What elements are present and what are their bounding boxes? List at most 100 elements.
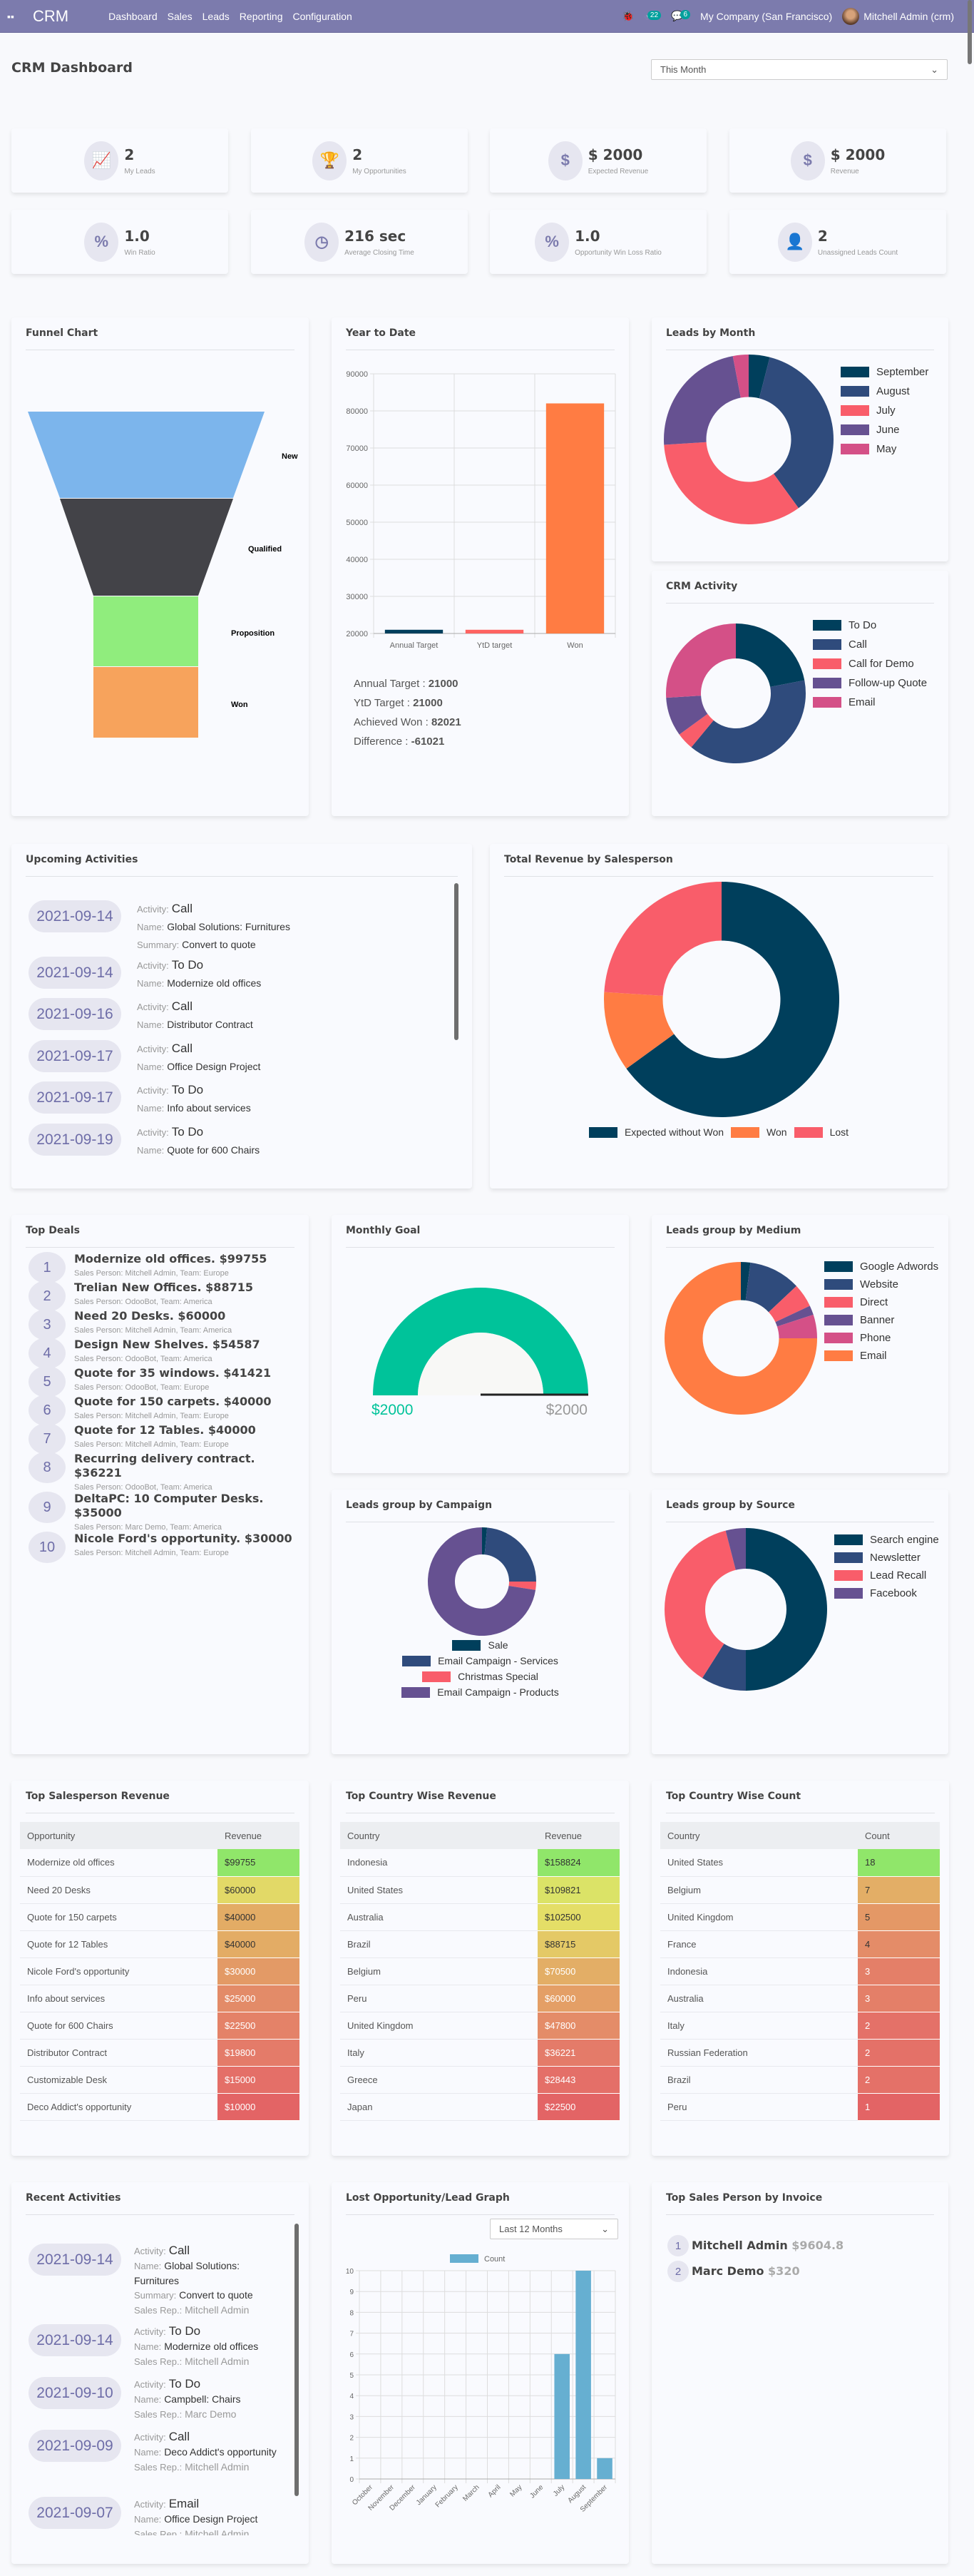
activity-item[interactable]: 2021-09-19 Activity: To Do Name: Quote for… [29,1124,260,1159]
slice-facebook[interactable] [725,1528,746,1570]
table-row[interactable]: United Kingdom 5 [660,1903,940,1931]
kpi-card[interactable]: 🏆 2 My Opportunities [251,128,468,193]
bar-august[interactable] [575,2271,591,2479]
activity-item[interactable]: 2021-09-17 Activity: Call Name: Office Des… [29,1040,260,1076]
user-menu[interactable]: Mitchell Admin (crm) [842,7,954,25]
bug-icon[interactable]: 🐞 [622,10,635,21]
slice-sale[interactable] [482,1527,488,1555]
bar-annual-target[interactable] [384,629,444,633]
kpi-card[interactable]: % 1.0 Win Ratio [11,210,228,274]
table-row[interactable]: Russian Federation 2 [660,2039,940,2067]
period-filter-select[interactable]: This Month ⌄ [651,59,948,80]
slice-email-campaign-services[interactable] [484,1527,536,1582]
slice-google-adwords[interactable] [741,1262,751,1300]
slice-website[interactable] [745,1262,796,1313]
table-row[interactable]: Belgium 7 [660,1876,940,1904]
deal-item[interactable]: 10 Nicole Ford's opportunity. $30000 Sales… [29,1532,302,1563]
legend-item[interactable]: Call [813,638,927,651]
legend-item[interactable]: July [841,404,928,417]
deal-item[interactable]: 3 Need 20 Desks. $60000 Sales Person: Mitc… [29,1309,302,1340]
table-row[interactable]: Modernize old offices $99755 [20,1849,299,1877]
legend-item[interactable]: Email [824,1350,938,1362]
funnel-stage-proposition[interactable] [93,596,198,666]
activity-item[interactable]: 2021-09-17 Activity: To Do Name: Info abou… [29,1081,251,1117]
slice-phone[interactable] [776,1314,817,1338]
legend-item[interactable]: Newsletter [834,1552,939,1564]
apps-menu-icon[interactable]: ▪▪ [7,10,14,22]
list-scrollbar[interactable] [454,883,458,1040]
legend-item[interactable]: Expected without Won [588,1126,724,1138]
legend-item[interactable]: Direct [824,1296,938,1308]
kpi-card[interactable]: $ $ 2000 Expected Revenue [490,128,707,193]
slice-christmas-special[interactable] [508,1582,536,1590]
deal-item[interactable]: 7 Quote for 12 Tables. $40000 Sales Person… [29,1423,302,1455]
salesperson-item[interactable]: 1 Mitchell Admin $9604.8 [667,2235,920,2256]
legend-item[interactable]: Website [824,1278,938,1290]
slice-june[interactable] [664,356,741,445]
legend-item[interactable]: Call for Demo [813,658,927,670]
kpi-card[interactable]: % 1.0 Opportunity Win Loss Ratio [490,210,707,274]
legend-item[interactable]: Won [731,1126,787,1138]
table-row[interactable]: Japan $22500 [340,2093,620,2121]
slice-follow-up-quote[interactable] [666,696,708,735]
table-row[interactable]: Italy 2 [660,2012,940,2040]
activity-item[interactable]: 2021-09-07 Activity: Email Name: Office De… [29,2497,284,2535]
company-switcher[interactable]: My Company (San Francisco) [700,10,833,22]
slice-won[interactable] [604,992,675,1069]
list-scrollbar[interactable] [294,2224,299,2496]
legend-item[interactable]: Google Adwords [824,1261,938,1273]
activity-item[interactable]: 2021-09-16 Activity: Call Name: Distributo… [29,998,253,1034]
legend-item[interactable]: Banner [824,1314,938,1326]
slice-email-campaign-products[interactable] [428,1527,536,1636]
kpi-card[interactable]: 📈 2 My Leads [11,128,228,193]
legend-item[interactable]: To Do [813,619,927,631]
menu-item-dashboard[interactable]: Dashboard [108,10,158,22]
bar-won[interactable] [545,403,605,633]
legend-item[interactable]: August [841,385,928,397]
menu-item-leads[interactable]: Leads [202,10,230,22]
legend-item[interactable]: Lead Recall [834,1569,939,1582]
slice-call-for-demo[interactable] [679,713,714,748]
deal-item[interactable]: 8 Recurring delivery contract. $36221 Sale… [29,1452,302,1492]
legend-item[interactable]: Lost [794,1126,849,1138]
deal-item[interactable]: 9 DeltaPC: 10 Computer Desks. $35000 Sales… [29,1492,302,1532]
slice-call[interactable] [691,680,806,763]
table-row[interactable]: Italy $36221 [340,2039,620,2067]
legend-item[interactable]: Search engine [834,1534,939,1546]
legend-item[interactable]: Email Campaign - Services [402,1655,558,1666]
funnel-stage-qualified[interactable] [60,499,233,596]
legend-item[interactable]: Sale [452,1639,508,1651]
table-row[interactable]: Customizable Desk $15000 [20,2066,299,2094]
kpi-card[interactable]: 👤 2 Unassigned Leads Count [729,210,946,274]
table-row[interactable]: Australia $102500 [340,1903,620,1931]
lost-period-select[interactable]: Last 12 Months ⌄ [490,2219,618,2239]
bar-september[interactable] [597,2458,612,2479]
legend-item[interactable]: Email [813,696,927,708]
funnel-stage-won[interactable] [93,667,198,738]
table-row[interactable]: Greece $28443 [340,2066,620,2094]
table-row[interactable]: United States 18 [660,1849,940,1877]
deal-item[interactable]: 5 Quote for 35 windows. $41421 Sales Perso… [29,1366,302,1398]
chat-icon[interactable]: 💬6 [671,10,691,22]
menu-item-reporting[interactable]: Reporting [239,10,283,22]
activity-item[interactable]: 2021-09-10 Activity: To Do Name: Campbell:… [29,2377,284,2422]
activity-item[interactable]: 2021-09-14 Activity: Call Name: Global Sol… [29,900,290,954]
table-row[interactable]: Distributor Contract $19800 [20,2039,299,2067]
table-row[interactable]: France 4 [660,1930,940,1958]
slice-search-engine[interactable] [746,1528,827,1691]
slice-lost[interactable] [604,882,722,996]
slice-august[interactable] [759,357,834,509]
slice-expected-without-won[interactable] [626,882,839,1117]
legend-item[interactable]: Christmas Special [422,1671,538,1682]
deal-item[interactable]: 6 Quote for 150 carpets. $40000 Sales Pers… [29,1395,302,1426]
bar-ytd-target[interactable] [465,629,524,633]
deal-item[interactable]: 1 Modernize old offices. $99755 Sales Pers… [29,1252,302,1283]
recent-activities-list[interactable]: 2021-09-14 Activity: Call Name: Global Sol… [11,2182,309,2535]
deal-item[interactable]: 2 Trelian New Offices. $88715 Sales Person… [29,1281,302,1312]
table-row[interactable]: Brazil 2 [660,2066,940,2094]
kpi-card[interactable]: ◷ 216 sec Average Closing Time [251,210,468,274]
legend-item[interactable]: June [841,424,928,436]
slice-email[interactable] [665,1262,817,1415]
table-row[interactable]: Nicole Ford's opportunity $30000 [20,1958,299,1985]
kpi-card[interactable]: $ $ 2000 Revenue [729,128,946,193]
